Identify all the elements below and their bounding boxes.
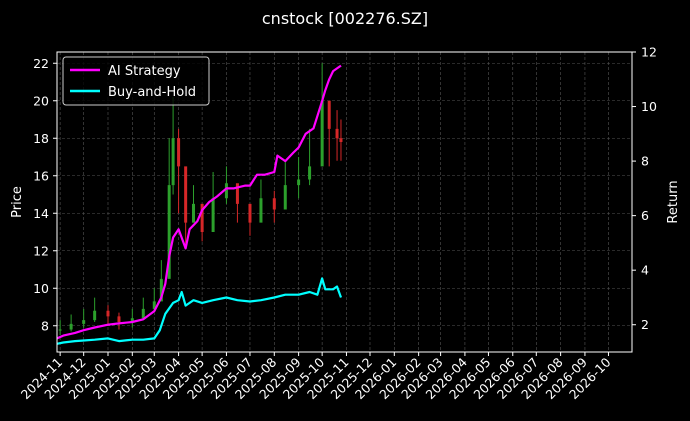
candle-body — [200, 203, 204, 232]
series-line-buy-and-hold — [56, 277, 343, 345]
candle-body — [159, 278, 163, 302]
y-left-tick-label: 10 — [33, 281, 49, 296]
candle-body — [297, 179, 301, 186]
candle-body — [93, 310, 97, 321]
candle-body — [167, 185, 171, 279]
y-axis-left-title: Price — [10, 186, 25, 218]
candle-body — [184, 166, 188, 223]
candle-body — [327, 100, 331, 129]
candle-body — [283, 185, 287, 210]
candle-body — [106, 310, 110, 317]
y-left-tick-label: 8 — [41, 318, 49, 333]
candle-body — [69, 323, 73, 330]
legend: AI Strategy Buy-and-Hold — [62, 56, 210, 106]
candle-body — [308, 166, 312, 180]
candle-body — [235, 183, 239, 204]
candle-body — [141, 308, 145, 319]
y-right-tick-label: 12 — [641, 45, 657, 60]
candle-body — [130, 318, 134, 322]
candle-body — [117, 316, 121, 322]
y-right-tick-label: 2 — [641, 317, 649, 332]
y-left-tick-label: 20 — [33, 93, 49, 108]
y-left-tick-label: 14 — [33, 206, 49, 221]
candle-body — [152, 301, 156, 309]
candle-body — [82, 320, 86, 324]
chart-title: cnstock [002276.SZ] — [262, 9, 428, 28]
candle-body — [58, 329, 62, 331]
legend-label-ai-strategy: AI Strategy — [108, 64, 181, 79]
candle-body — [335, 128, 339, 139]
y-left-tick-label: 16 — [33, 168, 49, 183]
candle-body — [272, 198, 276, 210]
y-right-tick-label: 10 — [641, 99, 657, 114]
series-line-ai-strategy — [56, 64, 342, 340]
candle-body — [211, 198, 215, 232]
candle-body — [320, 100, 324, 167]
candle-body — [171, 138, 175, 186]
y-left-tick-label: 12 — [33, 243, 49, 258]
y-right-tick-label: 6 — [641, 208, 649, 223]
candle-body — [339, 138, 343, 142]
series-lines — [56, 64, 343, 345]
y-right-tick-label: 4 — [641, 263, 649, 278]
y-axis-right-title: Return — [666, 180, 681, 223]
price-candlesticks — [58, 63, 343, 336]
candle-body — [248, 203, 252, 223]
legend-label-buy-and-hold: Buy-and-Hold — [108, 85, 196, 100]
candle-body — [259, 198, 263, 223]
y-right-tick-label: 8 — [641, 154, 649, 169]
plot-frame — [56, 51, 633, 353]
candle-body — [224, 183, 228, 199]
candle-body — [191, 203, 195, 223]
candle-body — [177, 138, 181, 167]
y-left-tick-label: 22 — [33, 56, 49, 71]
y-left-tick-label: 18 — [33, 131, 49, 146]
